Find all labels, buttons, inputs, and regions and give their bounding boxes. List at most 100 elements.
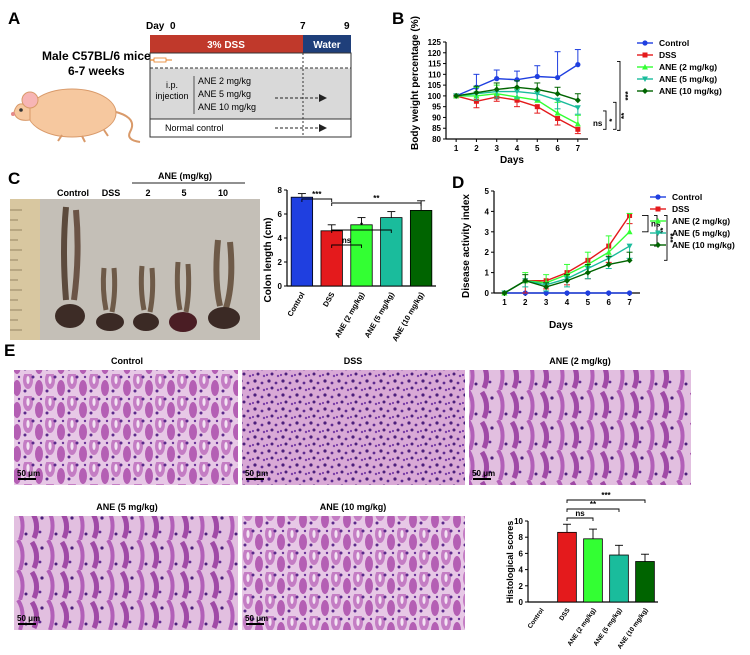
histology-image-dss: 50 μm (242, 370, 465, 485)
data-point (626, 257, 633, 264)
significance-bracket (603, 110, 607, 130)
significance-label: * (360, 221, 364, 230)
day7-label: 7 (300, 21, 306, 32)
scale-bar-label: 50 μm (245, 469, 268, 478)
significance-label: ** (620, 112, 629, 119)
day0-label: 0 (170, 21, 176, 32)
ip-label: i.p. (166, 80, 178, 90)
significance-bracket (331, 202, 422, 206)
panel-d: D Disease activity index Days 0 1 2 3 4 5 1 2 3 4… (452, 173, 735, 331)
histology-image-ane2: 50 μm (469, 370, 691, 485)
data-point (564, 290, 570, 296)
data-point (585, 290, 591, 296)
data-point (493, 86, 500, 93)
data-point (574, 120, 581, 127)
significance-bracket (566, 517, 594, 521)
data-point (554, 90, 561, 97)
y-tick-label: 115 (428, 60, 441, 69)
x-tick-label: DSS (321, 291, 337, 309)
significance-bracket (566, 499, 646, 503)
y-tick-label: 2 (519, 582, 524, 591)
bar-ane-10-mg-kg- (635, 561, 655, 603)
y-tick-label: 6 (278, 210, 283, 219)
photo-label-2: 2 (145, 188, 150, 198)
data-point (554, 97, 561, 104)
dss-bar-label: 3% DSS (207, 40, 245, 51)
data-point (606, 290, 612, 296)
legend-marker (642, 88, 648, 94)
legend-label: ANE (5 mg/kg) (672, 228, 730, 238)
legend-marker (655, 242, 661, 248)
histology-title-ane5: ANE (5 mg/kg) (96, 502, 158, 512)
significance-label: ns (593, 119, 603, 128)
data-point (605, 261, 612, 268)
y-tick-label: 6 (519, 549, 524, 558)
significance-label: ** (590, 500, 597, 509)
panel-label-d: D (452, 173, 464, 192)
photo-label-dss: DSS (102, 188, 121, 198)
day-label: Day (146, 21, 165, 32)
legend-label: Control (659, 38, 689, 48)
bar-control (290, 196, 314, 287)
data-point (584, 269, 591, 276)
y-tick-label: 0 (485, 289, 490, 298)
scale-bar-label: 50 μm (17, 614, 40, 623)
significance-label: ns (651, 220, 661, 229)
y-tick-label: 100 (428, 92, 442, 101)
bar-ane-5-mg-kg- (609, 554, 629, 603)
data-point (514, 97, 520, 103)
significance-label: ns (575, 509, 585, 518)
chart-c-ylabel: Colon length (cm) (263, 218, 274, 303)
x-tick-label: 2 (523, 298, 528, 307)
bar-dss (557, 531, 577, 603)
data-point (453, 92, 460, 99)
significance-bracket (642, 215, 649, 233)
y-tick-label: 0 (519, 598, 524, 607)
data-point (501, 290, 508, 296)
y-tick-label: 125 (428, 38, 442, 47)
significance-label: *** (312, 190, 322, 199)
scale-bar-label: 50 μm (17, 469, 40, 478)
y-tick-label: 3 (485, 228, 490, 237)
histology-image-control: 50 μm (14, 370, 238, 485)
y-tick-label: 105 (428, 81, 442, 90)
data-point (534, 104, 540, 110)
panel-b: B Body weight percentage (%) Days 80 85 90… (392, 9, 722, 166)
dss-bar (150, 35, 303, 53)
data-point (575, 62, 581, 68)
legend-marker (655, 230, 661, 236)
injection-label: injection (155, 91, 188, 101)
data-point (574, 105, 581, 111)
y-tick-label: 0 (278, 282, 283, 291)
y-tick-label: 4 (485, 207, 490, 216)
scale-bar-label: 50 μm (472, 469, 495, 478)
panel-label-c: C (8, 169, 20, 188)
legend-label: ANE (5 mg/kg) (659, 74, 717, 84)
timeline-frame (149, 52, 352, 138)
data-point (534, 73, 540, 80)
y-tick-label: 4 (519, 566, 524, 575)
panel-c: C ANE (mg/kg) Control DSS 2 5 10 (8, 169, 436, 343)
dose-5-label: ANE 5 mg/kg (198, 89, 251, 99)
data-point (514, 84, 520, 91)
data-point (626, 290, 633, 296)
data-point (575, 126, 581, 132)
histology-image-ane10: 50 μm (242, 516, 465, 630)
legend-label: ANE (10 mg/kg) (672, 240, 735, 250)
significance-label: *** (669, 232, 678, 242)
panel-a: A Male C57BL/6 mice 6-7 weeks Day 0 7 9 … (8, 9, 352, 143)
normal-control-label: Normal control (165, 123, 224, 133)
chart-b-xlabel: Days (500, 155, 524, 166)
panel-e: E Control DSS ANE (2 mg/kg) ANE (5 mg/kg… (4, 341, 691, 651)
data-point (543, 283, 550, 290)
data-point (473, 89, 480, 96)
panel-label-a: A (8, 9, 20, 28)
colon-length-significance: *** ***ns (301, 190, 422, 248)
histology-score-significance: *****ns (566, 491, 646, 521)
bar-dss (320, 230, 343, 287)
x-tick-label: 1 (454, 144, 459, 153)
x-tick-label: 6 (555, 144, 560, 153)
x-tick-label: ANE (2 mg/kg) (333, 290, 367, 339)
data-point (514, 89, 520, 95)
x-tick-label: 4 (565, 298, 570, 307)
